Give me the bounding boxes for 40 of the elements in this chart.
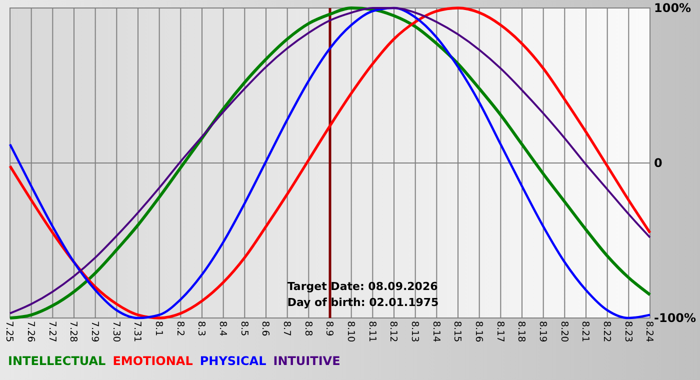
x-tick-label: 7.30 bbox=[110, 321, 122, 342]
x-tick-label: 8.6 bbox=[260, 321, 271, 336]
x-tick-label: 8.13 bbox=[409, 321, 420, 342]
x-tick-label: 8.4 bbox=[217, 321, 228, 336]
x-tick-label: 8.2 bbox=[174, 321, 186, 336]
x-tick-label: 8.9 bbox=[324, 321, 335, 336]
x-tick-label: 7.25 bbox=[4, 321, 15, 342]
x-tick-label: 8.16 bbox=[473, 321, 484, 342]
y-tick-label: 0 bbox=[654, 156, 662, 170]
x-tick-label: 7.26 bbox=[25, 321, 36, 342]
x-tick-label: 8.8 bbox=[302, 321, 314, 336]
x-tick-label: 8.24 bbox=[644, 321, 655, 342]
x-tick-label: 8.5 bbox=[238, 321, 250, 336]
x-tick-label: 8.3 bbox=[196, 321, 207, 336]
text: PHYSICAL bbox=[200, 354, 267, 368]
text: EMOTIONAL bbox=[112, 354, 194, 368]
x-tick-label: 8.18 bbox=[516, 321, 527, 342]
x-tick-label: 8.14 bbox=[430, 321, 442, 342]
x-tick-label: 8.7 bbox=[281, 321, 292, 336]
x-tick-label: 8.21 bbox=[580, 321, 591, 342]
text: INTUITIVE bbox=[273, 354, 340, 368]
y-tick-label: -100% bbox=[654, 311, 696, 326]
annotation: Target Date: 08.09.2026 bbox=[287, 280, 438, 293]
y-tick-label: 100% bbox=[654, 1, 692, 16]
x-tick-label: 7.31 bbox=[132, 321, 143, 342]
x-tick-label: 8.10 bbox=[345, 321, 356, 342]
x-tick-label: 8.12 bbox=[388, 321, 399, 342]
x-tick-label: 8.17 bbox=[494, 321, 506, 342]
x-tick-label: 8.1 bbox=[153, 321, 164, 336]
text: INTELLECTUAL bbox=[8, 354, 106, 368]
annotation: Day of birth: 02.01.1975 bbox=[287, 296, 439, 309]
x-tick-label: 7.27 bbox=[46, 321, 58, 342]
x-tick-label: 8.23 bbox=[622, 321, 634, 342]
x-tick-label: 8.19 bbox=[537, 321, 548, 342]
x-tick-label: 7.28 bbox=[68, 321, 79, 342]
x-tick-label: 8.22 bbox=[601, 321, 612, 342]
x-tick-label: 8.11 bbox=[366, 321, 378, 342]
x-tick-label: 8.15 bbox=[452, 321, 463, 342]
x-tick-label: 7.29 bbox=[89, 321, 100, 342]
x-tick-label: 8.20 bbox=[558, 321, 570, 342]
